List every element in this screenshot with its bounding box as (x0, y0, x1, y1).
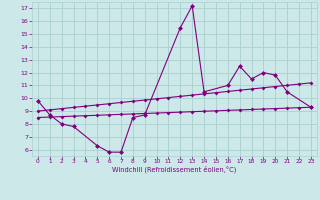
X-axis label: Windchill (Refroidissement éolien,°C): Windchill (Refroidissement éolien,°C) (112, 166, 236, 173)
